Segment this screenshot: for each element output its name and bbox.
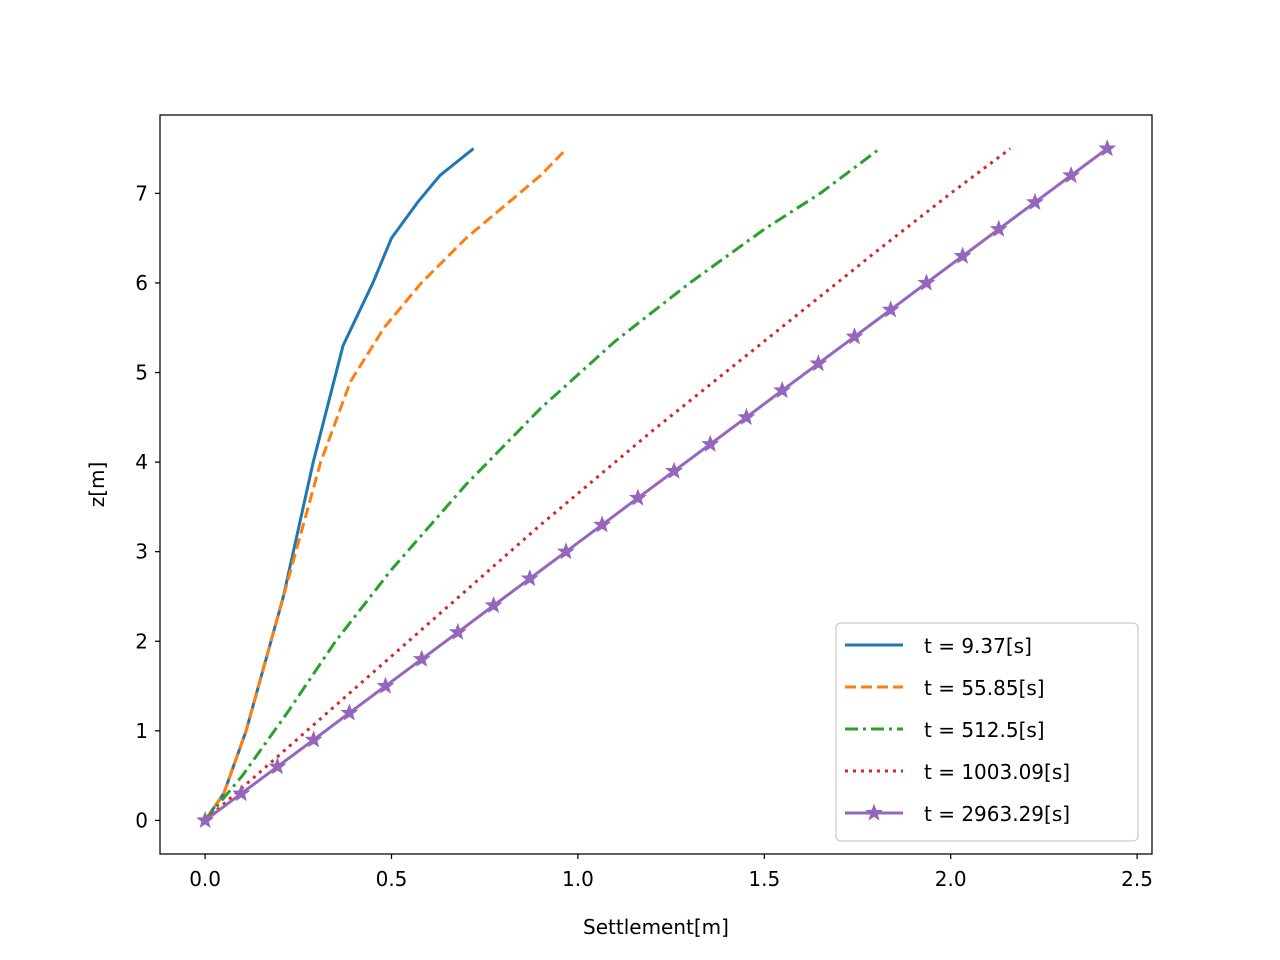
legend-box [835,622,1139,842]
data-point [232,784,251,802]
data-point [665,461,684,479]
data-point [268,757,287,775]
x-tick-label: 0.5 [376,867,408,891]
legend-label: t = 55.85[s] [924,676,1045,700]
data-point [773,381,792,399]
data-point [593,515,612,533]
legend-items: t = 9.37[s] t = 55.85[s] t = 512.5[s] t = 1… [845,634,1070,826]
axes-frame [159,114,1153,855]
series-line [204,147,1109,822]
data-point [917,273,936,291]
series-line [203,147,568,822]
data-point [412,649,431,667]
x-tick-label: 2.5 [1121,867,1153,891]
data-point [953,246,972,264]
series-line [204,147,1012,822]
legend-label: t = 1003.09[s] [924,760,1070,784]
data-point [376,676,395,694]
series-line [203,147,475,822]
series-2 [203,147,881,822]
legend-label: t = 2963.29[s] [924,802,1070,826]
x-ticks: 0.0 0.5 1.0 1.5 2.0 2.5 [189,854,1153,891]
series-1 [203,147,568,822]
data-point [845,327,864,345]
y-tick-label: 7 [135,181,148,205]
data-point [520,569,539,587]
x-axis-label: Settlement[m] [583,915,729,939]
data-point [484,596,503,614]
data-point [809,354,828,372]
data-point [304,730,323,748]
series-3 [204,147,1012,822]
data-point [340,703,359,721]
y-ticks: 0 1 2 3 4 5 6 7 [135,181,160,832]
data-point [628,488,647,506]
series-4 [196,139,1117,829]
y-tick-label: 3 [135,540,148,564]
legend-label: t = 512.5[s] [924,718,1045,742]
data-point [737,407,756,425]
y-tick-label: 4 [135,450,148,474]
y-axis-label: z[m] [85,462,109,508]
x-tick-label: 1.0 [562,867,594,891]
data-point [448,622,467,640]
data-point [701,434,720,452]
series-line [203,147,881,822]
y-tick-label: 0 [135,808,148,832]
data-point [196,810,215,829]
legend-label: t = 9.37[s] [924,634,1032,658]
x-tick-label: 1.5 [748,867,780,891]
y-tick-label: 6 [135,271,148,295]
legend-marker [865,803,883,821]
data-point [1098,139,1117,157]
data-point [989,219,1008,237]
x-tick-label: 2.0 [935,867,967,891]
series-layer [196,139,1117,829]
legend: t = 9.37[s] t = 55.85[s] t = 512.5[s] t = 1… [835,622,1139,842]
y-tick-label: 5 [135,361,148,385]
data-point [557,542,575,560]
y-tick-label: 1 [135,719,148,743]
x-tick-label: 0.0 [189,867,221,891]
series-0 [203,147,475,822]
data-point [881,300,900,318]
data-point [1062,166,1081,184]
y-tick-label: 2 [135,629,148,653]
data-point [1025,192,1044,210]
